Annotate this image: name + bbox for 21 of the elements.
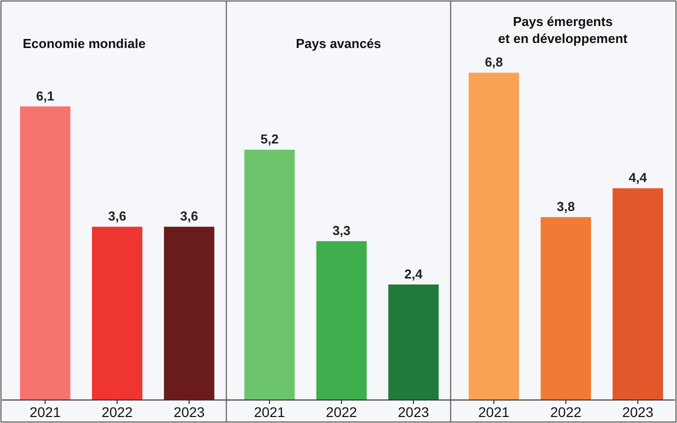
x-tick-label: 2023	[398, 404, 430, 420]
x-tick-label: 2021	[30, 404, 61, 420]
data-label: 3,8	[556, 199, 575, 214]
chart-title: Pays émergents et en développement	[498, 14, 628, 46]
x-tick-label: 2021	[478, 404, 510, 420]
data-label: 3,6	[108, 208, 126, 224]
x-tick-label: 2022	[326, 404, 358, 420]
data-label: 4,4	[628, 170, 648, 186]
data-label: 6,1	[36, 88, 54, 104]
data-label: 5,2	[260, 132, 279, 147]
data-label: 6,8	[484, 54, 503, 70]
x-tick-label: 2023	[174, 404, 205, 420]
chart-title: Economie mondiale	[22, 36, 146, 51]
chart-title: Pays avancés	[296, 36, 382, 51]
x-tick-label: 2022	[550, 404, 582, 420]
x-tick-label: 2023	[622, 404, 654, 420]
x-tick-label: 2022	[102, 404, 133, 420]
data-label: 3,6	[180, 208, 198, 224]
data-label: 2,4	[404, 266, 424, 282]
x-tick-label: 2021	[254, 404, 286, 420]
data-label: 3,3	[332, 223, 351, 238]
